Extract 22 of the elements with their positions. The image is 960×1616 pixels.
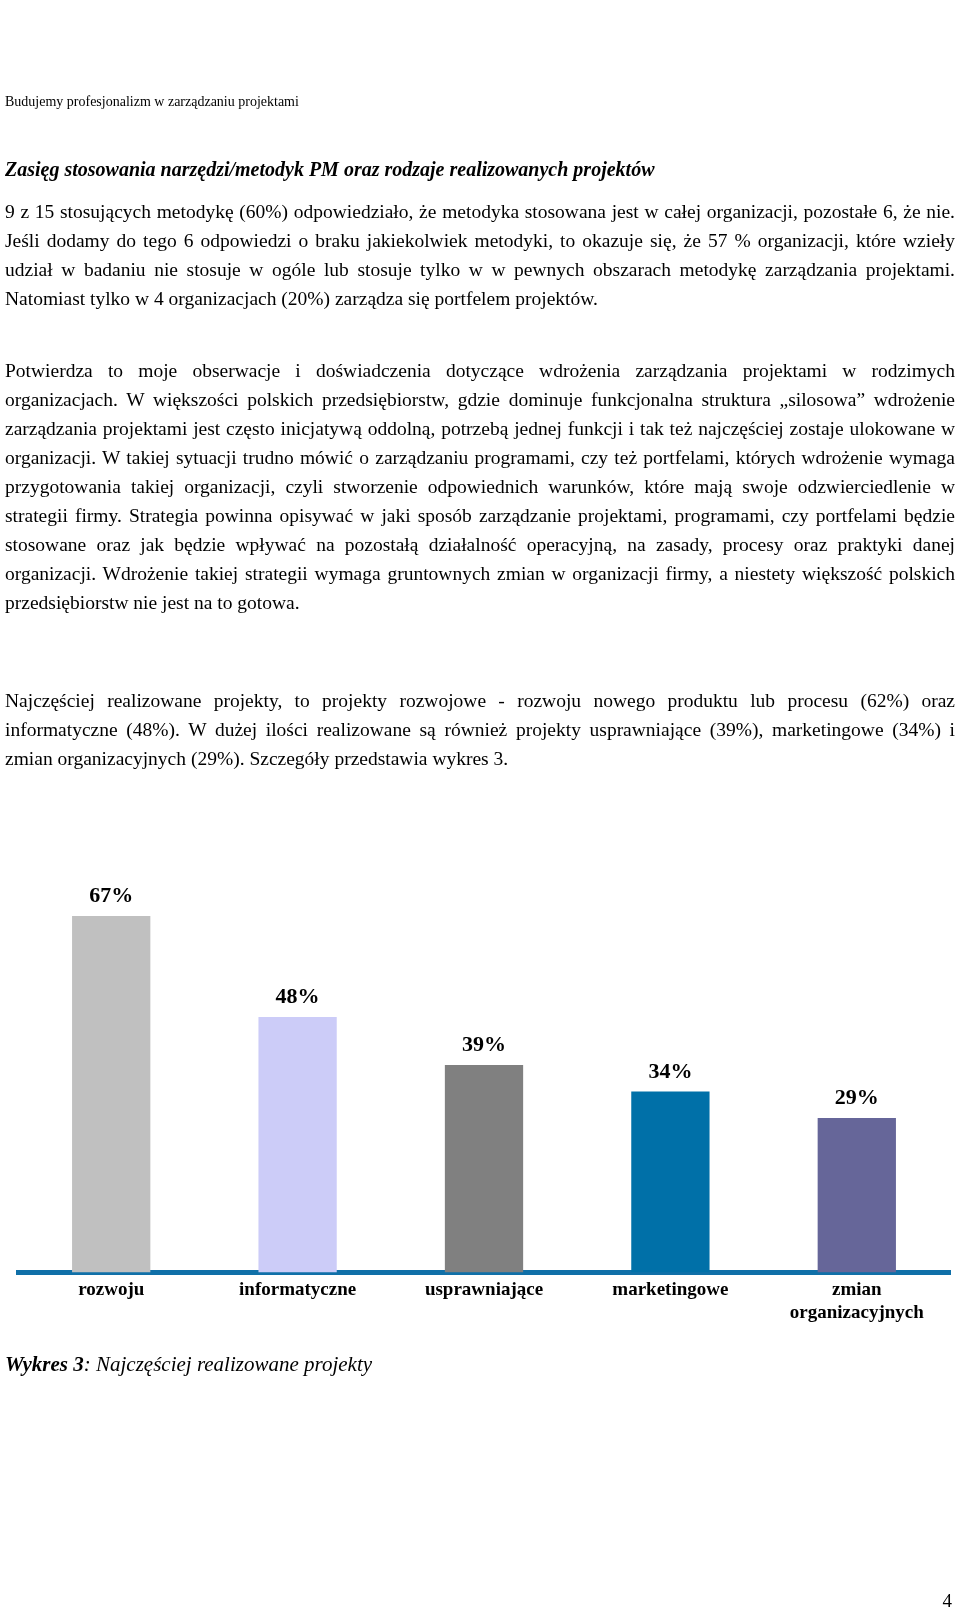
data-label: 29% [834, 1084, 879, 1110]
text: 9 z 15 stosujących metodykę (60%) odpowiedziało, że metodyka stosowana jest w całej organizacji, pozostałe 6, że nie. Jeśli dodamy do tego 6 odpowiedzi o braku jakiekolwiek metodyki, to okazuje się, że 57 % organizacji, które wzieły udział w badaniu nie stosuje w ogóle lub stosuje tylko w w pewnych obszarach metodykę zarządzania projektami. Natomiast tylko w 4 organizacjach (20%) zarządza się portfelem projektów. [5, 200, 955, 311]
x-tick-label: zmian organizacyjnych [789, 1277, 925, 1322]
text: Budujemy profesjonalizm w zarządzaniu projektami [5, 94, 299, 110]
text: Zasięg stosowania narzędzi/metodyk PM oraz rodzaje realizowanych projektów [5, 158, 655, 181]
text: Wykres 3: Najczęściej realizowane projekty [5, 1352, 373, 1377]
x-tick-label: marketingowe [612, 1277, 729, 1299]
x-tick-label: informatyczne [239, 1277, 357, 1299]
text: 4 [942, 1590, 952, 1612]
bar [631, 1091, 710, 1273]
text: Potwierdza to moje obserwacje i doświadczenia dotyczące wdrożenia zarządzania projektami w rodzimych organizacjach. W większości polskich przedsiębiorstw, gdzie dominuje funkcjonalna struktura „silosowa” wdrożenie zarządzania projektami jest często inicjatywą oddolną, potrzebą jednej funkcji i tak też najczęściej zostaje ulokowane w organizacji. W takiej sytuacji trudno mówić o zarządzaniu programami, czy też portfelami, których wdrożenie wymaga przygotowania takiej organizacji, czyli stworzenie odpowiednich warunków, które mają swoje odzwierciedlenie w strategii firmy. Strategia powinna opisywać w jaki sposób zarządzanie projektami, programami, czy portfelami będzie stosowane oraz jak będzie wpływać na pozostałą działalność operacyjną, na zasady, procesy oraz praktyki danej organizacji. Wdrożenie takiej strategii wymaga gruntownych zmian w organizacji firmy, a niestety większość polskich przedsiębiorstw nie jest na to gotowa. [5, 360, 955, 613]
bar [72, 915, 151, 1273]
text: Najczęściej realizowane projekty, to projekty rozwojowe - rozwoju nowego produktu lub procesu (62%) oraz informatyczne (48%). W dużej ilości realizowane są również projekty usprawniające (39%), marketingowe (34%) i zmian organizacyjnych (29%). Szczegóły przedstawia wykres 3. [5, 689, 955, 771]
bar [817, 1118, 896, 1273]
data-label: 34% [648, 1057, 693, 1083]
data-label: 48% [275, 983, 320, 1009]
bar [444, 1064, 524, 1273]
data-label: 67% [89, 881, 134, 907]
bar [258, 1017, 337, 1273]
data-label: 39% [462, 1030, 506, 1056]
x-tick-label: usprawniające [424, 1277, 544, 1299]
x-tick-label: rozwoju [78, 1277, 145, 1299]
